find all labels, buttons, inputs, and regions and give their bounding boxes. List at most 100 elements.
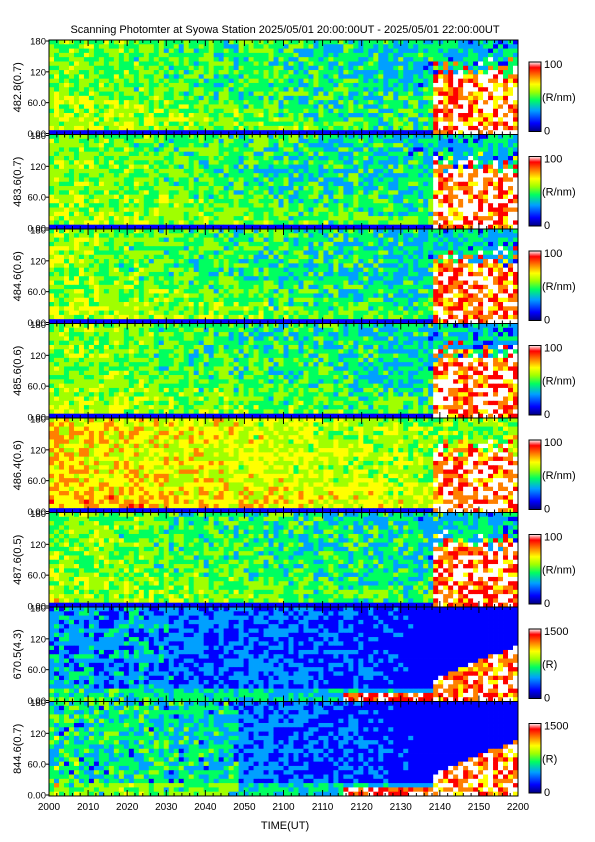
colorbar-unit: (R/nm) — [542, 375, 576, 387]
x-tick-label: 2150 — [468, 802, 491, 813]
heatmap-image — [49, 229, 519, 324]
y-tick-label: 60.0 — [28, 476, 47, 487]
y-tick-label: 60.0 — [28, 571, 47, 582]
y-tick-label: 0.00 — [28, 129, 47, 140]
y-tick-label: 0.00 — [28, 791, 47, 802]
y-tick-label: 120 — [30, 445, 46, 456]
colorbar-unit: (R/nm) — [542, 281, 576, 293]
heatmap-image — [49, 323, 519, 419]
colorbar-unit: (R/nm) — [542, 92, 576, 104]
colorbar — [528, 250, 542, 321]
y-tick-label: 120 — [30, 351, 46, 362]
y-tick-label: 120 — [30, 256, 46, 267]
y-tick-label: 0.00 — [28, 696, 47, 707]
panel-ylabel: 670.5(4.3) — [12, 629, 24, 679]
y-tick-label: 120 — [30, 634, 46, 645]
y-tick-label: 180 — [30, 415, 46, 426]
x-tick-label: 2140 — [429, 802, 452, 813]
heatmap-image — [49, 701, 519, 797]
colorbar-min-label: 0 — [544, 220, 550, 232]
x-tick-label: 2130 — [390, 802, 413, 813]
heatmap-image — [49, 418, 519, 513]
colorbar-max-label: 100 — [544, 532, 562, 544]
x-tick-label: 2000 — [38, 802, 61, 813]
colorbar-min-label: 0 — [544, 598, 550, 610]
y-tick-label: 180 — [30, 226, 46, 237]
colorbar-max-label: 100 — [544, 437, 562, 449]
colorbar-max-label: 1500 — [544, 626, 568, 638]
colorbar-max-label: 1500 — [544, 721, 568, 733]
y-tick-label: 180 — [30, 131, 46, 142]
colorbar-min-label: 0 — [544, 126, 550, 138]
colorbar-min-label: 0 — [544, 693, 550, 705]
panel-ylabel: 484.6(0.6) — [12, 251, 24, 301]
y-tick-label: 0.00 — [28, 413, 47, 424]
panel-ylabel: 482.8(0.7) — [12, 62, 24, 112]
panel-6: 0.00 60.0 120 180 487.6(0.5) 100 (R/nm) 0 — [12, 509, 576, 613]
panel-ylabel: 844.6(0.7) — [12, 724, 24, 774]
x-tick-label: 2020 — [116, 802, 139, 813]
colorbar-min-label: 0 — [544, 315, 550, 327]
y-tick-label: 0.00 — [28, 224, 47, 235]
y-tick-label: 180 — [30, 604, 46, 615]
heatmap-image — [49, 512, 519, 608]
y-tick-label: 180 — [30, 37, 46, 48]
colorbar — [528, 156, 542, 227]
panel-ylabel: 485.6(0.6) — [12, 346, 24, 396]
colorbar-min-label: 0 — [544, 504, 550, 516]
x-tick-label: 2110 — [312, 802, 334, 813]
panel-ylabel: 483.6(0.7) — [12, 157, 24, 207]
x-tick-label: 2120 — [351, 802, 374, 813]
panel-8: 0.00 60.0 120 180 844.6(0.7) 1500 (R) 0 — [12, 698, 568, 802]
heatmap-image — [49, 134, 519, 230]
x-tick-label: 2030 — [155, 802, 178, 813]
y-tick-label: 120 — [30, 67, 46, 78]
panel-7: 0.00 60.0 120 180 670.5(4.3) 1500 (R) 0 — [12, 604, 568, 708]
x-tick-label: 2100 — [272, 802, 295, 813]
y-tick-label: 60.0 — [28, 287, 47, 298]
heatmap-image — [49, 607, 519, 702]
y-tick-label: 60.0 — [28, 382, 47, 393]
y-tick-label: 180 — [30, 698, 46, 709]
colorbar — [528, 439, 542, 510]
y-tick-label: 0.00 — [28, 318, 47, 329]
y-tick-label: 60.0 — [28, 760, 47, 771]
x-tick-label: 2010 — [77, 802, 100, 813]
panel-ylabel: 487.6(0.5) — [12, 535, 24, 585]
panel-3: 0.00 60.0 120 180 484.6(0.6) 100 (R/nm) 0 — [12, 226, 576, 330]
colorbar-unit: (R/nm) — [542, 186, 576, 198]
colorbar-min-label: 0 — [544, 787, 550, 799]
x-tick-label: 2040 — [194, 802, 217, 813]
x-axis-label: TIME(UT) — [260, 820, 310, 832]
y-tick-label: 60.0 — [28, 665, 47, 676]
y-tick-label: 60.0 — [28, 193, 47, 204]
panel-ylabel: 486.4(0.6) — [12, 440, 24, 490]
y-tick-label: 120 — [30, 729, 46, 740]
colorbar-unit: (R/nm) — [542, 564, 576, 576]
colorbar-max-label: 100 — [544, 154, 562, 166]
colorbar-unit: (R) — [542, 753, 557, 765]
colorbar — [528, 628, 542, 699]
colorbar — [528, 534, 542, 605]
colorbar — [528, 61, 542, 132]
x-tick-label: 2200 — [507, 802, 530, 813]
y-tick-label: 180 — [30, 320, 46, 331]
y-tick-label: 0.00 — [28, 507, 47, 518]
y-tick-label: 120 — [30, 540, 46, 551]
y-tick-label: 120 — [30, 162, 46, 173]
colorbar-max-label: 100 — [544, 59, 562, 71]
colorbar-max-label: 100 — [544, 248, 562, 260]
x-tick-label: 2050 — [233, 802, 256, 813]
colorbar — [528, 345, 542, 416]
y-tick-label: 60.0 — [28, 98, 47, 109]
panel-4: 0.00 60.0 120 180 485.6(0.6) 100 (R/nm) 0 — [12, 320, 576, 424]
y-tick-label: 0.00 — [28, 602, 47, 613]
colorbar-unit: (R) — [542, 659, 557, 671]
colorbar-unit: (R/nm) — [542, 470, 576, 482]
panel-1: 0.00 60.0 120 180 482.8(0.7) 100 (R/nm) 0 — [12, 37, 576, 141]
y-tick-label: 180 — [30, 509, 46, 520]
colorbar-min-label: 0 — [544, 409, 550, 421]
panel-2: 0.00 60.0 120 180 483.6(0.7) 100 (R/nm) 0 — [12, 131, 576, 235]
heatmap-image — [49, 40, 519, 135]
